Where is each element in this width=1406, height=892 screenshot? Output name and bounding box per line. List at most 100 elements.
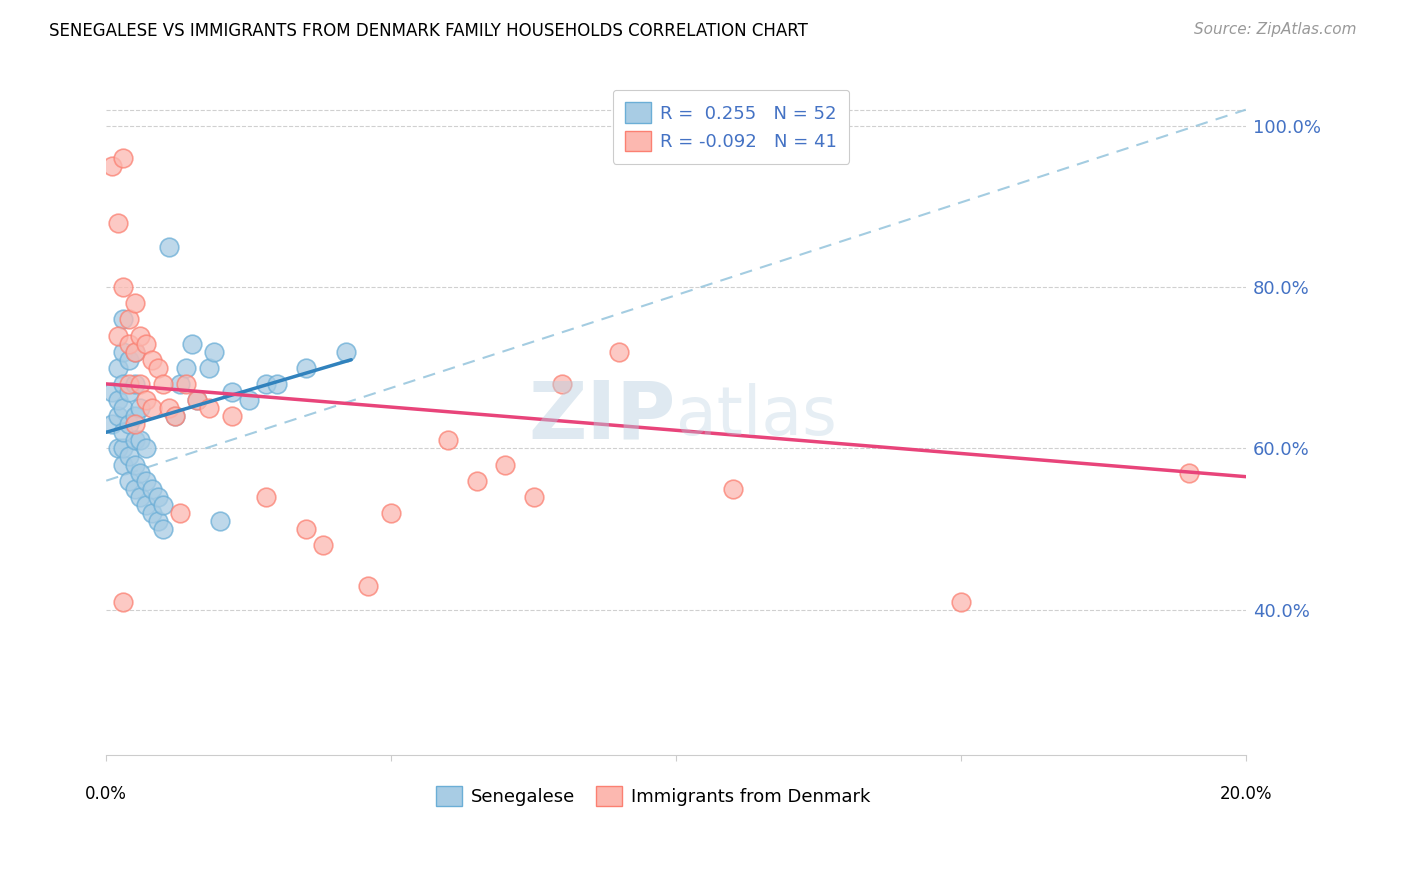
Text: Source: ZipAtlas.com: Source: ZipAtlas.com xyxy=(1194,22,1357,37)
Point xyxy=(107,442,129,456)
Legend: Senegalese, Immigrants from Denmark: Senegalese, Immigrants from Denmark xyxy=(429,779,877,814)
Point xyxy=(949,595,972,609)
Point xyxy=(551,376,574,391)
Point xyxy=(135,474,157,488)
Point xyxy=(209,514,232,528)
Point xyxy=(238,392,260,407)
Point xyxy=(266,376,288,391)
Point xyxy=(118,336,141,351)
Point xyxy=(118,376,141,391)
Point xyxy=(254,490,277,504)
Point xyxy=(186,392,208,407)
Point xyxy=(124,458,146,472)
Point xyxy=(152,522,174,536)
Point xyxy=(157,401,180,416)
Point xyxy=(107,409,129,424)
Point xyxy=(437,434,460,448)
Point xyxy=(141,506,163,520)
Point xyxy=(186,392,208,407)
Point xyxy=(135,498,157,512)
Point xyxy=(135,336,157,351)
Point xyxy=(221,409,243,424)
Point xyxy=(124,409,146,424)
Point xyxy=(198,360,221,375)
Point xyxy=(198,401,221,416)
Point xyxy=(112,312,135,326)
Point xyxy=(152,376,174,391)
Text: atlas: atlas xyxy=(676,384,837,450)
Point xyxy=(169,506,191,520)
Point xyxy=(221,384,243,399)
Point xyxy=(157,240,180,254)
Point xyxy=(118,352,141,367)
Point xyxy=(174,376,197,391)
Point xyxy=(141,401,163,416)
Point xyxy=(146,490,169,504)
Point xyxy=(721,482,744,496)
Point xyxy=(152,498,174,512)
Point xyxy=(112,280,135,294)
Point xyxy=(124,417,146,432)
Point xyxy=(312,538,335,552)
Point xyxy=(129,376,152,391)
Point xyxy=(141,352,163,367)
Point xyxy=(254,376,277,391)
Point xyxy=(118,384,141,399)
Point xyxy=(607,344,630,359)
Point xyxy=(141,482,163,496)
Text: ZIP: ZIP xyxy=(529,377,676,455)
Point xyxy=(107,360,129,375)
Text: 0.0%: 0.0% xyxy=(86,786,127,804)
Point xyxy=(169,376,191,391)
Point xyxy=(112,442,135,456)
Point xyxy=(129,434,152,448)
Point xyxy=(118,417,141,432)
Point xyxy=(357,578,380,592)
Text: SENEGALESE VS IMMIGRANTS FROM DENMARK FAMILY HOUSEHOLDS CORRELATION CHART: SENEGALESE VS IMMIGRANTS FROM DENMARK FA… xyxy=(49,22,808,40)
Point xyxy=(294,522,316,536)
Point xyxy=(112,458,135,472)
Point xyxy=(129,466,152,480)
Point xyxy=(129,401,152,416)
Point xyxy=(101,417,124,432)
Point xyxy=(107,216,129,230)
Point xyxy=(146,514,169,528)
Point xyxy=(118,474,141,488)
Point xyxy=(146,360,169,375)
Point xyxy=(107,328,129,343)
Point xyxy=(101,384,124,399)
Point xyxy=(129,328,152,343)
Point xyxy=(465,474,488,488)
Point xyxy=(118,450,141,464)
Point xyxy=(112,595,135,609)
Point xyxy=(112,401,135,416)
Point xyxy=(135,442,157,456)
Point xyxy=(112,344,135,359)
Point xyxy=(124,376,146,391)
Point xyxy=(118,312,141,326)
Point xyxy=(129,490,152,504)
Point xyxy=(522,490,544,504)
Point xyxy=(380,506,402,520)
Point xyxy=(112,425,135,440)
Point xyxy=(135,392,157,407)
Point xyxy=(124,482,146,496)
Point xyxy=(101,159,124,173)
Point xyxy=(124,296,146,310)
Text: 20.0%: 20.0% xyxy=(1219,786,1272,804)
Point xyxy=(180,336,202,351)
Point xyxy=(163,409,186,424)
Point xyxy=(494,458,516,472)
Point xyxy=(124,434,146,448)
Point xyxy=(335,344,357,359)
Point xyxy=(112,376,135,391)
Point xyxy=(1178,466,1201,480)
Point xyxy=(112,151,135,165)
Point xyxy=(124,344,146,359)
Point xyxy=(174,360,197,375)
Point xyxy=(107,392,129,407)
Point xyxy=(294,360,316,375)
Point xyxy=(124,344,146,359)
Point xyxy=(204,344,226,359)
Point xyxy=(163,409,186,424)
